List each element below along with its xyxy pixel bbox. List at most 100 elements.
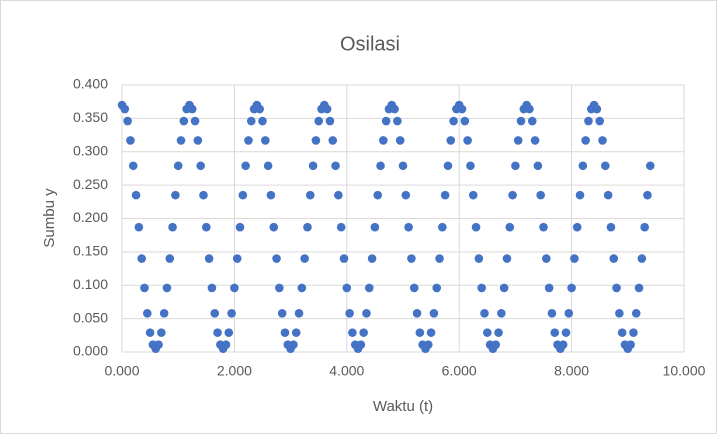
- data-point: [550, 328, 560, 337]
- data-point: [190, 116, 200, 126]
- data-point: [289, 340, 298, 349]
- data-point: [238, 190, 248, 200]
- data-point: [606, 222, 616, 232]
- data-point: [359, 328, 368, 337]
- data-point: [322, 104, 332, 114]
- data-point: [634, 283, 644, 293]
- data-point: [370, 222, 380, 232]
- data-point: [275, 283, 284, 293]
- data-point: [592, 104, 602, 114]
- data-point: [277, 308, 287, 318]
- data-point: [241, 161, 250, 171]
- data-point: [575, 190, 585, 200]
- data-point: [539, 222, 548, 232]
- y-tick-label: 0.300: [73, 142, 108, 158]
- data-point: [224, 328, 234, 337]
- data-point: [227, 308, 236, 318]
- data-point: [246, 116, 256, 126]
- data-point: [477, 283, 486, 293]
- data-point: [502, 254, 512, 263]
- data-point: [266, 190, 276, 200]
- y-tick-label: 0.200: [73, 209, 108, 225]
- data-point: [140, 283, 149, 293]
- data-point: [171, 190, 180, 200]
- data-point: [398, 161, 408, 171]
- data-point: [314, 116, 324, 126]
- data-point: [159, 308, 169, 318]
- data-point: [221, 340, 231, 349]
- data-point: [196, 161, 205, 171]
- data-point: [505, 222, 515, 232]
- data-point: [547, 308, 557, 318]
- y-tick-label: 0.050: [73, 309, 108, 325]
- data-point: [645, 161, 655, 171]
- data-point: [615, 308, 624, 318]
- data-point: [570, 254, 579, 263]
- data-point: [480, 308, 489, 318]
- data-point: [123, 116, 132, 126]
- y-tick-label: 0.350: [73, 109, 108, 125]
- data-point: [412, 308, 422, 318]
- data-point: [334, 190, 343, 200]
- data-point: [536, 190, 545, 200]
- data-point: [305, 190, 315, 200]
- data-point: [207, 283, 217, 293]
- data-point: [626, 340, 635, 349]
- data-point: [443, 161, 453, 171]
- data-point: [637, 254, 647, 263]
- data-point: [483, 328, 492, 337]
- data-point: [128, 161, 138, 171]
- data-point: [494, 328, 503, 337]
- data-point: [572, 222, 582, 232]
- data-point: [157, 328, 166, 337]
- data-point: [176, 136, 186, 145]
- data-point: [432, 283, 442, 293]
- y-axis-label: Sumbu y: [41, 188, 58, 248]
- data-point: [376, 161, 385, 171]
- data-point: [269, 222, 279, 232]
- data-point: [204, 254, 214, 263]
- data-point: [213, 328, 222, 337]
- data-point: [603, 190, 613, 200]
- data-point: [291, 328, 301, 337]
- data-point: [193, 136, 203, 145]
- data-point: [609, 254, 619, 263]
- y-tick-label: 0.250: [73, 176, 108, 192]
- data-point: [255, 104, 264, 114]
- data-point: [137, 254, 146, 263]
- data-point: [373, 190, 383, 200]
- data-point: [131, 190, 141, 200]
- data-point: [457, 104, 467, 114]
- data-point: [423, 340, 433, 349]
- data-point: [404, 222, 413, 232]
- x-tick-label: 10.000: [663, 363, 706, 379]
- data-point: [328, 136, 338, 145]
- data-point: [612, 283, 621, 293]
- data-point: [460, 116, 470, 126]
- data-point: [381, 116, 391, 126]
- x-tick-label: 8.000: [554, 363, 589, 379]
- data-point: [325, 116, 335, 126]
- data-point: [584, 116, 593, 126]
- data-point: [407, 254, 416, 263]
- data-point: [581, 136, 590, 145]
- data-point: [300, 254, 309, 263]
- data-point: [126, 136, 135, 145]
- x-axis-label: Waktu (t): [373, 398, 433, 415]
- data-point: [525, 104, 534, 114]
- data-point: [640, 222, 649, 232]
- data-point: [415, 328, 425, 337]
- data-point: [435, 254, 444, 263]
- data-point: [145, 328, 155, 337]
- data-point: [527, 116, 537, 126]
- data-point: [173, 161, 183, 171]
- y-tick-label: 0.400: [73, 76, 108, 92]
- data-point: [339, 254, 349, 263]
- data-point: [393, 116, 402, 126]
- data-point: [230, 283, 239, 293]
- chart-title: Osilasi: [340, 33, 400, 55]
- data-point: [210, 308, 220, 318]
- data-point: [558, 340, 568, 349]
